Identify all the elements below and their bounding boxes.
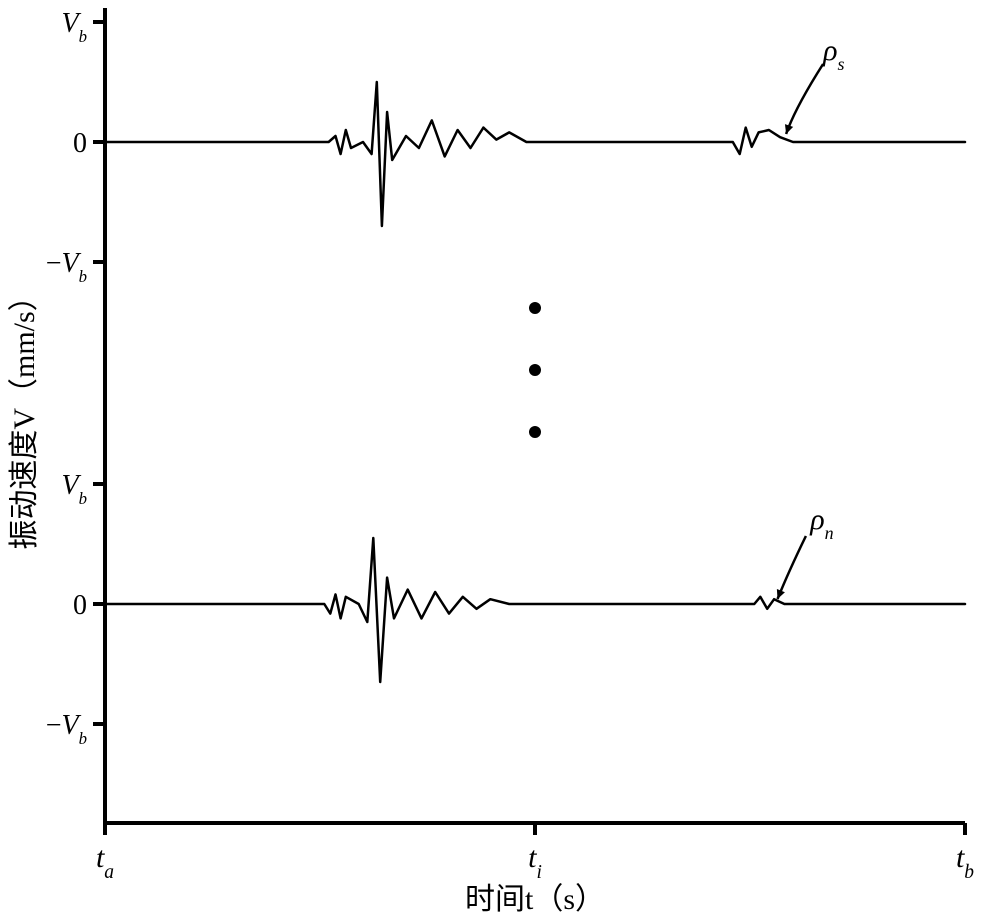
- ellipsis-dot: [529, 364, 541, 376]
- x-axis-label: 时间t（s）: [465, 883, 605, 916]
- y-tick-label: 0: [73, 128, 87, 159]
- y-tick-label: 0: [73, 590, 87, 621]
- vibration-multiplot: tatitb时间t（s）振动速度V（mm/s）Vb0−VbρsVb0−Vbρn: [0, 0, 988, 917]
- y-axis-label: 振动速度V（mm/s）: [8, 281, 41, 549]
- ellipsis-dot: [529, 302, 541, 314]
- ellipsis-dot: [529, 426, 541, 438]
